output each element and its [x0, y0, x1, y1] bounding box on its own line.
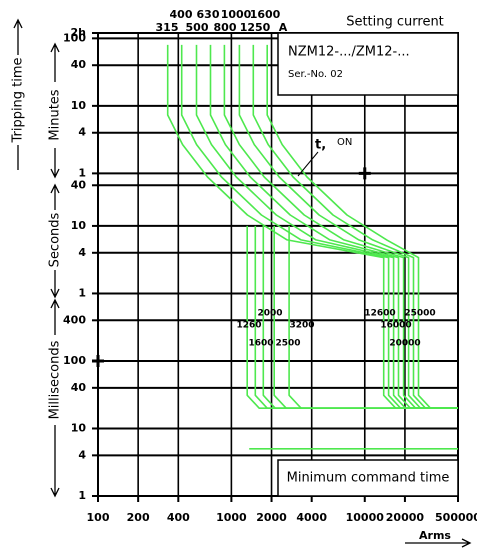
short-time-label: 2500: [275, 339, 300, 349]
trip-curve: [223, 44, 458, 409]
y-tick-label: 40: [71, 381, 87, 394]
y-tick-label: 1: [78, 166, 86, 179]
x-tick-label: 400: [167, 511, 190, 524]
y-annotations: Tripping time Minutes Seconds Millisecon…: [11, 18, 63, 498]
x-tick-label: 200: [127, 511, 150, 524]
setting-current-label: 1250: [240, 21, 271, 34]
footer-box: [277, 459, 459, 497]
cross-marker: [92, 354, 104, 367]
section-label: Minutes: [48, 89, 63, 140]
setting-current-label: 1000: [221, 8, 252, 21]
unit-label: A: [279, 21, 288, 34]
y-tick-label: 100: [63, 354, 86, 367]
x-tick-label: 4000: [296, 511, 327, 524]
short-time-label: 16000: [380, 321, 411, 331]
short-time-label: 1260: [236, 321, 261, 331]
annotation-leader: [297, 151, 319, 177]
trip-curve: [238, 44, 458, 409]
annotation-text: ON: [337, 137, 352, 148]
trip-curve: [252, 44, 458, 409]
short-time-label: 1600: [248, 339, 273, 349]
y-tick-label: 400: [63, 313, 86, 326]
y-tick-label: 10: [71, 99, 87, 112]
section-label: Milliseconds: [48, 340, 63, 419]
x-arrow: [405, 538, 472, 548]
y-tick-label: 100: [63, 31, 86, 44]
x-tick-label: 100: [87, 511, 110, 524]
setting-current-label: 400: [170, 8, 193, 21]
y-tick-label: 10: [71, 219, 87, 232]
footer-label: Minimum command time: [287, 471, 450, 486]
x-tick-label: 500000: [435, 511, 477, 524]
y-tick-label: 4: [78, 126, 86, 139]
y-tick-label: 2h: [71, 26, 87, 39]
setting-current-label: 630: [197, 8, 220, 21]
y-arrow: [13, 18, 23, 170]
x-tick-label: 1000: [216, 511, 247, 524]
short-time-label: 25000: [404, 309, 435, 319]
x-tick-label: 20000: [386, 511, 425, 524]
device-box: [277, 32, 459, 96]
section-arrow: [50, 298, 60, 498]
short-time-label: 3200: [289, 321, 314, 331]
y-tick-label: 40: [71, 178, 87, 191]
trip-curve: [180, 44, 458, 409]
setting-current-label: 315: [156, 21, 179, 34]
trip-curve: [209, 44, 458, 409]
x-axis-label: Arms: [419, 529, 451, 542]
setting-current-label: 500: [186, 21, 209, 34]
section-arrow: [50, 183, 60, 299]
setting-current-label: 800: [214, 21, 237, 34]
y-tick-label: 1: [78, 286, 86, 299]
section-label: Seconds: [48, 212, 63, 267]
y-tick-label: 4: [78, 448, 86, 461]
short-time-label: 2000: [257, 309, 282, 319]
setting-current-label: 1600: [250, 8, 281, 21]
device-name: NZM12-.../ZM12-...: [288, 45, 410, 60]
x-tick-label: 2000: [256, 511, 287, 524]
y-tick-label: 40: [71, 58, 87, 71]
chart-title: Setting current: [346, 15, 444, 30]
y-tick-label: 4: [78, 246, 86, 259]
short-time-label: 12600: [364, 309, 395, 319]
y-tick-label: 10: [71, 421, 87, 434]
short-time-label: 20000: [389, 339, 420, 349]
y-axis-label: Tripping time: [11, 57, 26, 143]
trip-curve: [266, 44, 458, 409]
x-tick-label: 10000: [346, 511, 385, 524]
serial-number: Ser.-No. 02: [288, 69, 343, 80]
trip-curve: [288, 225, 458, 409]
trip-curve: [166, 44, 458, 409]
y-tick-label: 1: [78, 489, 86, 502]
trip-curve: [195, 44, 458, 409]
annotation-symbol: t,: [315, 138, 326, 153]
cross-marker: [358, 167, 371, 180]
section-arrow: [50, 42, 60, 179]
